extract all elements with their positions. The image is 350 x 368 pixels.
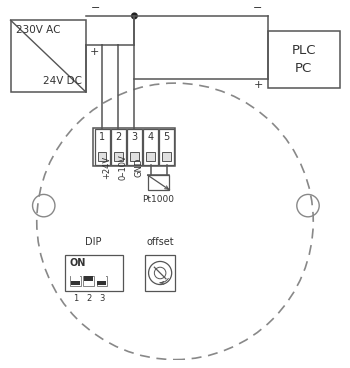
- Text: 0–10V: 0–10V: [118, 154, 127, 180]
- Circle shape: [148, 261, 172, 284]
- Bar: [97, 281, 106, 286]
- Bar: [83, 276, 94, 286]
- Text: DIP: DIP: [85, 237, 102, 247]
- Text: 3: 3: [99, 294, 105, 303]
- Text: GND: GND: [134, 158, 144, 177]
- Bar: [10, 20, 86, 92]
- Bar: [162, 152, 171, 161]
- Bar: [146, 152, 155, 161]
- Text: Pt1000: Pt1000: [142, 195, 175, 204]
- Text: 230V AC: 230V AC: [16, 25, 61, 35]
- Text: offset: offset: [146, 237, 174, 247]
- Bar: [84, 281, 93, 286]
- Bar: [93, 128, 175, 166]
- Text: +24V: +24V: [102, 156, 111, 179]
- Bar: [97, 276, 106, 281]
- Bar: [70, 276, 80, 286]
- Text: 2: 2: [115, 132, 121, 142]
- Bar: [97, 276, 107, 286]
- Bar: [148, 175, 169, 190]
- Bar: [71, 281, 80, 286]
- Text: PLC
PC: PLC PC: [291, 44, 316, 75]
- Text: +: +: [90, 47, 99, 57]
- Text: 3: 3: [131, 132, 138, 142]
- Bar: [84, 276, 93, 281]
- Text: ON: ON: [69, 258, 86, 268]
- Text: −: −: [91, 3, 100, 13]
- Text: +: +: [254, 80, 264, 90]
- Text: −: −: [253, 3, 262, 13]
- Bar: [114, 152, 122, 161]
- Bar: [143, 129, 158, 165]
- Bar: [159, 129, 174, 165]
- Bar: [268, 31, 340, 88]
- Bar: [127, 129, 142, 165]
- Bar: [130, 152, 139, 161]
- Circle shape: [131, 13, 138, 20]
- Text: 5: 5: [163, 132, 170, 142]
- Text: 1: 1: [99, 132, 105, 142]
- Bar: [94, 129, 110, 165]
- Text: 2: 2: [86, 294, 91, 303]
- Bar: [98, 152, 106, 161]
- Text: 24V DC: 24V DC: [43, 75, 82, 86]
- Text: 1: 1: [73, 294, 78, 303]
- Bar: [65, 255, 122, 291]
- Bar: [145, 255, 175, 291]
- Text: 4: 4: [147, 132, 154, 142]
- Bar: [111, 129, 126, 165]
- Bar: [71, 276, 80, 281]
